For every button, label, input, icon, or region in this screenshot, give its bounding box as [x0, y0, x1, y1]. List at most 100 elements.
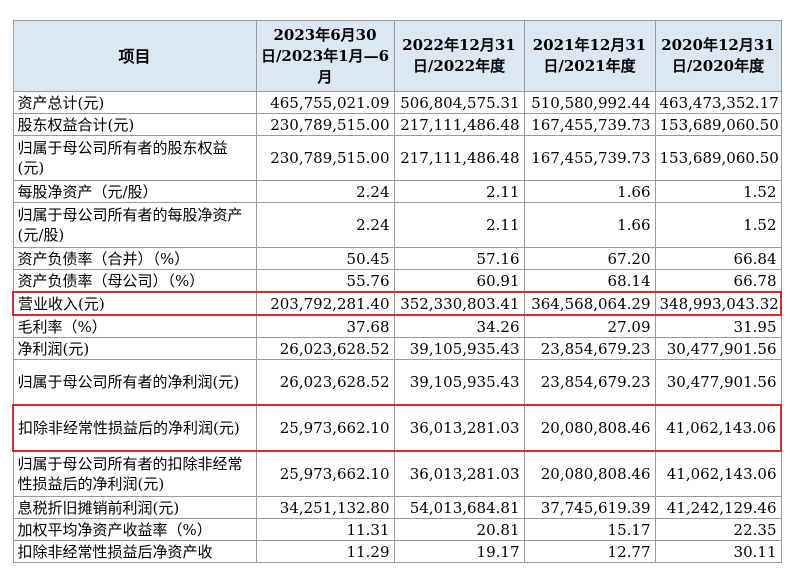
table-row: 净利润(元) 26,023,628.52 39,105,935.43 23,85…: [12, 337, 782, 360]
cell-2022: 217,111,486.48: [393, 135, 525, 181]
table-row-highlighted: 营业收入(元) 203,792,281.40 352,330,803.41 36…: [12, 291, 782, 316]
table-row: 资产负债率（母公司）（%） 55.76 60.91 68.14 66.78: [12, 269, 782, 293]
row-label: 归属于母公司所有者的股东权益(元): [12, 135, 257, 181]
cell-2021: 68.14: [523, 269, 656, 293]
cell-2020: 30.11: [654, 540, 782, 563]
cell-2022: 352,330,803.41: [393, 291, 525, 316]
cell-2021: 167,455,739.73: [523, 135, 656, 181]
cell-2020: 41,242,129.46: [654, 496, 782, 519]
cell-2023h1: 2.24: [255, 180, 395, 203]
cell-2023h1: 2.24: [255, 202, 395, 248]
row-label: 归属于母公司所有者的净利润(元): [12, 359, 257, 406]
cell-2020: 153,689,060.50: [654, 135, 782, 181]
cell-2020: 348,993,043.32: [654, 291, 782, 316]
table-row: 毛利率（%） 37.68 34.26 27.09 31.95: [12, 314, 782, 338]
row-label: 扣除非经常性损益后净资产收: [12, 540, 257, 563]
cell-2022: 39,105,935.43: [393, 359, 525, 406]
table-row: 归属于母公司所有者的每股净资产(元/股) 2.24 2.11 1.66 1.52: [12, 202, 782, 248]
cell-2023h1: 25,973,662.10: [255, 450, 395, 497]
row-label: 资产负债率（母公司）（%）: [12, 269, 257, 293]
header-2022: 2022年12月31日/2022年度: [393, 20, 525, 92]
table-row: 归属于母公司所有者的扣除非经常性损益后的净利润(元) 25,973,662.10…: [12, 450, 782, 497]
row-label: 毛利率（%）: [12, 314, 257, 338]
cell-2022: 54,013,684.81: [393, 496, 525, 519]
cell-2020: 22.35: [654, 518, 782, 541]
header-2023h1: 2023年6月30日/2023年1月—6月: [255, 20, 395, 92]
cell-2022: 57.16: [393, 247, 525, 270]
cell-2023h1: 203,792,281.40: [255, 291, 395, 316]
row-label: 归属于母公司所有者的每股净资产(元/股): [12, 202, 257, 248]
table-row: 扣除非经常性损益后净资产收 11.29 19.17 12.77 30.11: [12, 540, 782, 563]
table-row: 息税折旧摊销前利润(元) 34,251,132.80 54,013,684.81…: [12, 496, 782, 519]
table-header-row: 项目 2023年6月30日/2023年1月—6月 2022年12月31日/202…: [12, 20, 782, 92]
cell-2020: 41,062,143.06: [654, 404, 782, 452]
header-item: 项目: [12, 20, 257, 92]
cell-2022: 2.11: [393, 180, 525, 203]
cell-2021: 20,080,808.46: [523, 450, 656, 497]
cell-2020: 66.78: [654, 269, 782, 293]
cell-2021: 364,568,064.29: [523, 291, 656, 316]
cell-2022: 506,804,575.31: [393, 91, 525, 114]
cell-2023h1: 55.76: [255, 269, 395, 293]
cell-2021: 15.17: [523, 518, 656, 541]
cell-2020: 30,477,901.56: [654, 337, 782, 360]
cell-2020: 66.84: [654, 247, 782, 270]
cell-2022: 39,105,935.43: [393, 337, 525, 360]
cell-2020: 1.52: [654, 202, 782, 248]
row-label: 息税折旧摊销前利润(元): [12, 496, 257, 519]
cell-2020: 153,689,060.50: [654, 113, 782, 136]
header-2021: 2021年12月31日/2021年度: [523, 20, 656, 92]
row-label: 每股净资产（元/股）: [12, 180, 257, 203]
cell-2021: 23,854,679.23: [523, 359, 656, 406]
cell-2023h1: 11.31: [255, 518, 395, 541]
cell-2021: 37,745,619.39: [523, 496, 656, 519]
table-row: 股东权益合计(元) 230,789,515.00 217,111,486.48 …: [12, 113, 782, 136]
row-label: 归属于母公司所有者的扣除非经常性损益后的净利润(元): [12, 450, 257, 497]
cell-2023h1: 465,755,021.09: [255, 91, 395, 114]
cell-2021: 510,580,992.44: [523, 91, 656, 114]
cell-2023h1: 26,023,628.52: [255, 337, 395, 360]
cell-2022: 2.11: [393, 202, 525, 248]
cell-2023h1: 230,789,515.00: [255, 113, 395, 136]
row-label: 扣除非经常性损益后的净利润(元): [12, 404, 257, 452]
cell-2022: 36,013,281.03: [393, 450, 525, 497]
cell-2020: 463,473,352.17: [654, 91, 782, 114]
cell-2023h1: 34,251,132.80: [255, 496, 395, 519]
cell-2021: 67.20: [523, 247, 656, 270]
table-row: 资产负债率（合并）（%） 50.45 57.16 67.20 66.84: [12, 247, 782, 270]
cell-2022: 34.26: [393, 314, 525, 338]
cell-2021: 1.66: [523, 202, 656, 248]
table-row: 资产总计(元) 465,755,021.09 506,804,575.31 51…: [12, 91, 782, 114]
row-label: 资产负债率（合并）（%）: [12, 247, 257, 270]
cell-2023h1: 26,023,628.52: [255, 359, 395, 406]
cell-2021: 27.09: [523, 314, 656, 338]
cell-2022: 19.17: [393, 540, 525, 563]
cell-2021: 12.77: [523, 540, 656, 563]
cell-2020: 31.95: [654, 314, 782, 338]
cell-2022: 217,111,486.48: [393, 113, 525, 136]
table-row: 加权平均净资产收益率（%） 11.31 20.81 15.17 22.35: [12, 518, 782, 541]
cell-2023h1: 11.29: [255, 540, 395, 563]
cell-2022: 60.91: [393, 269, 525, 293]
financial-data-table: 项目 2023年6月30日/2023年1月—6月 2022年12月31日/202…: [12, 20, 782, 563]
table-row: 每股净资产（元/股） 2.24 2.11 1.66 1.52: [12, 180, 782, 203]
cell-2020: 1.52: [654, 180, 782, 203]
row-label: 资产总计(元): [12, 91, 257, 114]
cell-2022: 36,013,281.03: [393, 404, 525, 452]
row-label: 加权平均净资产收益率（%）: [12, 518, 257, 541]
table-row: 归属于母公司所有者的净利润(元) 26,023,628.52 39,105,93…: [12, 359, 782, 406]
header-2020: 2020年12月31日/2020年度: [654, 20, 782, 92]
cell-2020: 41,062,143.06: [654, 450, 782, 497]
cell-2022: 20.81: [393, 518, 525, 541]
cell-2023h1: 25,973,662.10: [255, 404, 395, 452]
cell-2021: 20,080,808.46: [523, 404, 656, 452]
cell-2021: 23,854,679.23: [523, 337, 656, 360]
row-label: 营业收入(元): [12, 291, 257, 316]
cell-2023h1: 50.45: [255, 247, 395, 270]
cell-2021: 167,455,739.73: [523, 113, 656, 136]
table-row-highlighted: 扣除非经常性损益后的净利润(元) 25,973,662.10 36,013,28…: [12, 404, 782, 452]
row-label: 股东权益合计(元): [12, 113, 257, 136]
cell-2021: 1.66: [523, 180, 656, 203]
cell-2023h1: 230,789,515.00: [255, 135, 395, 181]
cell-2023h1: 37.68: [255, 314, 395, 338]
